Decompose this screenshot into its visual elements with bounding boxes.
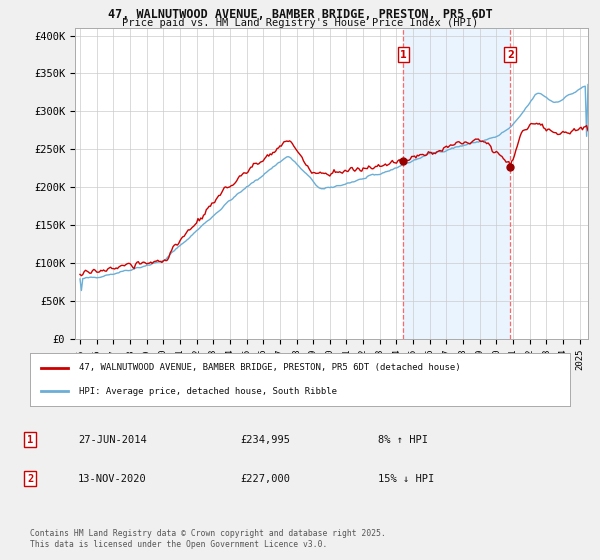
Text: 2: 2: [507, 49, 514, 59]
Text: 13-NOV-2020: 13-NOV-2020: [78, 474, 147, 484]
Text: 15% ↓ HPI: 15% ↓ HPI: [378, 474, 434, 484]
Text: 1: 1: [27, 435, 33, 445]
Text: £227,000: £227,000: [240, 474, 290, 484]
Text: 47, WALNUTWOOD AVENUE, BAMBER BRIDGE, PRESTON, PR5 6DT: 47, WALNUTWOOD AVENUE, BAMBER BRIDGE, PR…: [107, 8, 493, 21]
Text: 27-JUN-2014: 27-JUN-2014: [78, 435, 147, 445]
Bar: [403, 28, 510, 339]
Text: Price paid vs. HM Land Registry's House Price Index (HPI): Price paid vs. HM Land Registry's House …: [122, 18, 478, 28]
Text: Contains HM Land Registry data © Crown copyright and database right 2025.
This d: Contains HM Land Registry data © Crown c…: [30, 529, 386, 549]
Text: 2: 2: [27, 474, 33, 484]
Text: HPI: Average price, detached house, South Ribble: HPI: Average price, detached house, Sout…: [79, 386, 337, 395]
Text: 1: 1: [400, 49, 407, 59]
Text: £234,995: £234,995: [240, 435, 290, 445]
Text: 47, WALNUTWOOD AVENUE, BAMBER BRIDGE, PRESTON, PR5 6DT (detached house): 47, WALNUTWOOD AVENUE, BAMBER BRIDGE, PR…: [79, 363, 460, 372]
Text: 8% ↑ HPI: 8% ↑ HPI: [378, 435, 428, 445]
